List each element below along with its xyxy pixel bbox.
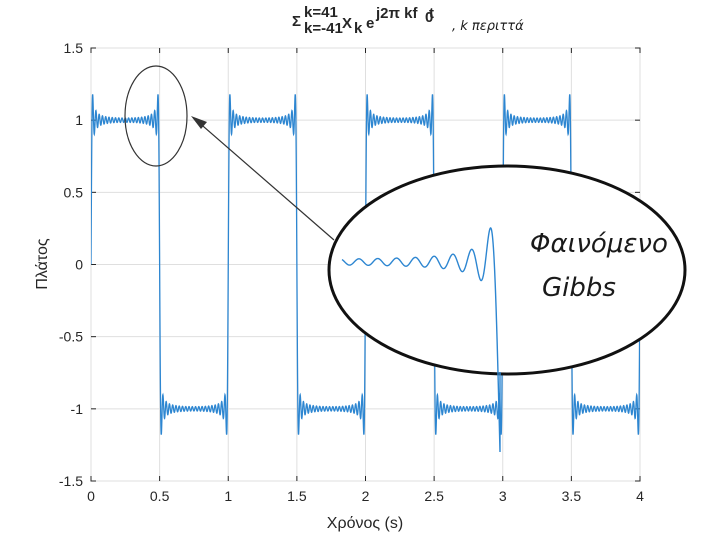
x-tick-label: 0.5 <box>150 488 170 504</box>
callout-text-line1: Φαινόμενο <box>530 229 668 259</box>
y-tick-label: 1 <box>75 112 83 128</box>
x-tick-label: 4 <box>636 488 644 504</box>
y-tick-labels: 1.5 1 0.5 0 -0.5 -1 -1.5 <box>59 40 83 489</box>
title-exp-power-sub: 0 <box>425 9 433 26</box>
y-tick-label: -1.5 <box>59 473 83 489</box>
y-tick-label: 1.5 <box>64 40 84 56</box>
y-tick-label: -1 <box>71 401 84 417</box>
x-tick-label: 0 <box>87 488 95 504</box>
callout-arrow-line <box>195 119 335 241</box>
chart-title: Σ k=41 k=-41 X k e j2π kf 0 t , k περιττ… <box>292 4 524 37</box>
y-axis-label: Πλάτος <box>34 238 51 290</box>
x-tick-labels: 0 0.5 1 1.5 2 2.5 3 3.5 4 <box>87 488 644 504</box>
callout-text-line2: Gibbs <box>542 273 616 303</box>
x-tick-label: 1.5 <box>287 488 307 504</box>
x-tick-label: 3.5 <box>562 488 582 504</box>
title-exp-power: j2π kf <box>375 5 419 22</box>
x-tick-label: 3 <box>499 488 507 504</box>
x-tick-label: 2 <box>362 488 370 504</box>
title-sum-upper: k=41 <box>304 4 338 21</box>
ticks <box>90 47 641 482</box>
y-tick-label: 0 <box>75 257 83 273</box>
y-tick-label: 0.5 <box>64 184 84 200</box>
title-sum-lower: k=-41 <box>304 20 343 37</box>
x-tick-label: 1 <box>224 488 232 504</box>
title-term: X <box>342 15 352 32</box>
title-exp-power-tail: t <box>429 5 434 22</box>
gibbs-highlight-ellipse <box>124 65 188 167</box>
callout-zoomed-oscillation-line <box>341 227 501 453</box>
callout-arrow-head <box>191 116 207 129</box>
y-tick-label: -0.5 <box>59 329 83 345</box>
title-annotation: , k περιττά <box>452 19 524 34</box>
x-axis-label: Χρόνος (s) <box>327 515 403 532</box>
title-sigma: Σ <box>292 13 301 30</box>
title-exp-base: e <box>366 15 374 32</box>
title-term-sub: k <box>354 20 363 37</box>
callout-bubble <box>327 164 687 376</box>
x-tick-label: 2.5 <box>424 488 444 504</box>
